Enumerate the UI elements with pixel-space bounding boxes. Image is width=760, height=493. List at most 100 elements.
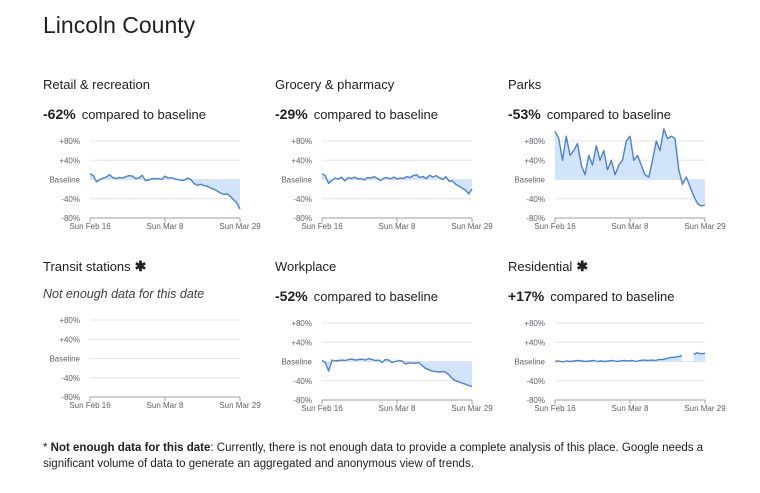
panel-transit-stations: Transit stations ✱ Not enough data for th…: [43, 258, 273, 433]
x-tick-label: Sun Mar 8: [379, 222, 416, 231]
stat-text: compared to baseline: [546, 107, 671, 122]
y-tick-label: -80%: [293, 214, 312, 223]
stat-value: -62%: [43, 106, 76, 122]
panel-title: Grocery & pharmacy: [275, 76, 398, 92]
y-tick-label: +80%: [291, 319, 312, 328]
stat-text: compared to baseline: [313, 107, 438, 122]
series-line: [89, 173, 241, 210]
panel-workplace: Workplace -52% compared to baseline +80% +…: [275, 258, 505, 433]
panel-title: Residential ✱: [508, 258, 588, 275]
panel-stat: -53% compared to baseline: [508, 106, 671, 122]
series-line: [554, 128, 706, 207]
stat-value: +17%: [508, 288, 545, 304]
y-tick-label: -40%: [293, 377, 312, 386]
series-line: [321, 173, 473, 195]
y-tick-label: +40%: [59, 335, 80, 344]
y-tick-label: +40%: [291, 338, 312, 347]
x-tick-label: Sun Mar 29: [219, 222, 261, 231]
chart-parks: +80% +40% Baseline -40% -80%Sun Feb 16 Sun Ma…: [514, 128, 726, 231]
footnote: * Not enough data for this date: Current…: [43, 440, 733, 472]
y-tick-label: +40%: [291, 156, 312, 165]
page-title: Lincoln County: [43, 12, 196, 38]
series-area: [555, 129, 705, 206]
panel-stat: -62% compared to baseline: [43, 106, 206, 122]
y-tick-label: -80%: [526, 214, 545, 223]
y-tick-label: -40%: [61, 374, 80, 383]
panel-stat: -29% compared to baseline: [275, 106, 438, 122]
x-tick-label: Sun Mar 8: [612, 404, 649, 413]
x-tick-label: Sun Mar 29: [219, 401, 261, 410]
chart-grocery-pharmacy: +80% +40% Baseline -40% -80%Sun Feb 16 Sun Ma…: [281, 137, 493, 231]
chart-workplace: +80% +40% Baseline -40% -80%Sun Feb 16 Sun Ma…: [281, 319, 493, 413]
panel-title-text: Grocery & pharmacy: [275, 77, 395, 92]
y-tick-label: -40%: [293, 195, 312, 204]
chart-retail-recreation: +80% +40% Baseline -40% -80%Sun Feb 16 Sun Ma…: [49, 137, 261, 231]
x-tick-label: Sun Mar 29: [684, 404, 726, 413]
x-tick-label: Sun Mar 29: [684, 222, 726, 231]
stat-text: compared to baseline: [313, 289, 438, 304]
x-tick-label: Sun Mar 8: [612, 222, 649, 231]
series-line: [693, 352, 706, 355]
series-area: [322, 173, 472, 194]
y-tick-label: +80%: [524, 319, 545, 328]
panel-stat: +17% compared to baseline: [508, 288, 675, 304]
series-line: [321, 357, 473, 388]
stat-value: -53%: [508, 106, 541, 122]
series-area: [322, 358, 472, 387]
x-tick-label: Sun Feb 16: [301, 404, 343, 413]
panel-retail-recreation: Retail & recreation -62% compared to base…: [43, 76, 273, 251]
stat-value: -29%: [275, 106, 308, 122]
no-data-message: Not enough data for this date: [43, 287, 205, 301]
panel-title-text: Parks: [508, 77, 542, 92]
x-tick-label: Sun Mar 29: [451, 222, 493, 231]
y-tick-label: Baseline: [49, 176, 80, 185]
y-tick-label: -80%: [293, 396, 312, 405]
x-tick-label: Sun Mar 8: [147, 401, 184, 410]
series-area: [693, 352, 705, 362]
panel-title: Parks: [508, 76, 545, 92]
panel-title: Retail & recreation: [43, 76, 154, 92]
y-tick-label: -40%: [526, 377, 545, 386]
stat-text: compared to baseline: [550, 289, 675, 304]
x-tick-label: Sun Mar 29: [451, 404, 493, 413]
panel-title-text: Retail & recreation: [43, 77, 150, 92]
panel-title: Transit stations ✱: [43, 258, 146, 275]
series-area: [90, 173, 240, 210]
panel-grocery-pharmacy: Grocery & pharmacy -29% compared to basel…: [275, 76, 505, 251]
x-tick-label: Sun Feb 16: [69, 222, 111, 231]
y-tick-label: Baseline: [281, 176, 312, 185]
x-tick-label: Sun Mar 8: [147, 222, 184, 231]
y-tick-label: -40%: [61, 195, 80, 204]
y-tick-label: +80%: [59, 316, 80, 325]
asterisk-icon: ✱: [576, 258, 589, 274]
panel-title: Workplace: [275, 258, 340, 274]
y-tick-label: -40%: [526, 195, 545, 204]
y-tick-label: +80%: [291, 137, 312, 146]
y-tick-label: +40%: [524, 156, 545, 165]
x-tick-label: Sun Mar 8: [379, 404, 416, 413]
footnote-bold: Not enough data for this date: [50, 442, 211, 454]
x-tick-label: Sun Feb 16: [534, 404, 576, 413]
footnote-text: : Currently, there is not enough data to…: [43, 442, 704, 470]
y-tick-label: Baseline: [281, 358, 312, 367]
asterisk-icon: ✱: [134, 258, 147, 274]
stat-text: compared to baseline: [81, 107, 206, 122]
panel-parks: Parks -53% compared to baseline +80% +40% B…: [508, 76, 738, 251]
y-tick-label: Baseline: [514, 176, 545, 185]
y-tick-label: Baseline: [514, 358, 545, 367]
x-tick-label: Sun Feb 16: [301, 222, 343, 231]
chart-transit-stations: +80% +40% Baseline -40% -80%Sun Feb 16 Sun Ma…: [49, 316, 261, 410]
y-tick-label: Baseline: [49, 355, 80, 364]
y-tick-label: -80%: [61, 393, 80, 402]
panel-stat: -52% compared to baseline: [275, 288, 438, 304]
y-tick-label: +80%: [524, 137, 545, 146]
x-tick-label: Sun Feb 16: [69, 401, 111, 410]
y-tick-label: +40%: [524, 338, 545, 347]
panel-title-text: Workplace: [275, 259, 337, 274]
stat-value: -52%: [275, 288, 308, 304]
y-tick-label: +80%: [59, 137, 80, 146]
footnote-marker: *: [43, 442, 51, 454]
chart-residential: +80% +40% Baseline -40% -80%Sun Feb 16 Sun Ma…: [514, 319, 726, 413]
y-tick-label: +40%: [59, 156, 80, 165]
panel-title-text: Residential: [508, 259, 573, 274]
